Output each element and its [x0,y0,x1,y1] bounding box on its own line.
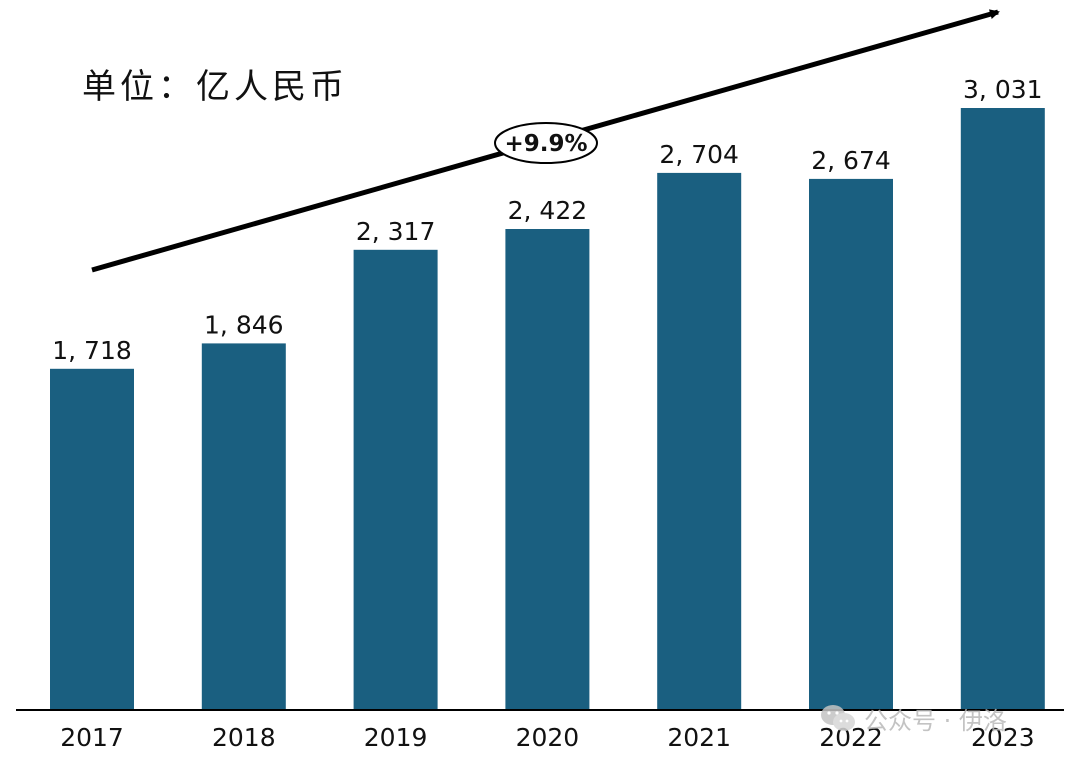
value-label-2017: 1, 718 [52,336,132,365]
bar-2021 [657,172,742,710]
value-label-2023: 3, 031 [963,75,1043,104]
watermark-text: 公众号 · 伊洛 [864,706,1007,735]
growth-rate-label: +9.9% [504,131,587,157]
value-label-2022: 2, 674 [811,146,891,175]
x-tick-label-2021: 2021 [667,723,731,752]
bars-group [50,108,1045,711]
wechat-icon [821,705,855,731]
bar-2022 [809,178,893,710]
unit-label: 单位：亿人民币 [82,67,348,107]
value-labels-group: 1, 718 1, 846 2, 317 2, 422 2, 704 2, 674 3, 0… [52,75,1042,365]
value-label-2020: 2, 422 [508,196,588,225]
growth-rate-oval [494,122,598,164]
bar-2020 [505,229,590,710]
x-tick-labels-group: 2017 2018 2019 2020 2021 2022 2023 [60,723,1034,752]
value-label-2019: 2, 317 [356,217,436,246]
x-tick-label-2020: 2020 [516,723,580,752]
x-tick-label-2019: 2019 [364,723,428,752]
bar-2023 [960,108,1045,710]
value-label-2021: 2, 704 [659,140,739,169]
value-label-2018: 1, 846 [204,310,284,339]
x-tick-label-2018: 2018 [212,723,276,752]
x-tick-label-2023: 2023 [971,723,1035,752]
bar-2017 [50,368,134,710]
watermark: 公众号 · 伊洛 [818,698,1007,738]
bar-2018 [201,343,286,710]
x-tick-label-2017: 2017 [60,723,124,752]
bar-2019 [353,249,438,711]
